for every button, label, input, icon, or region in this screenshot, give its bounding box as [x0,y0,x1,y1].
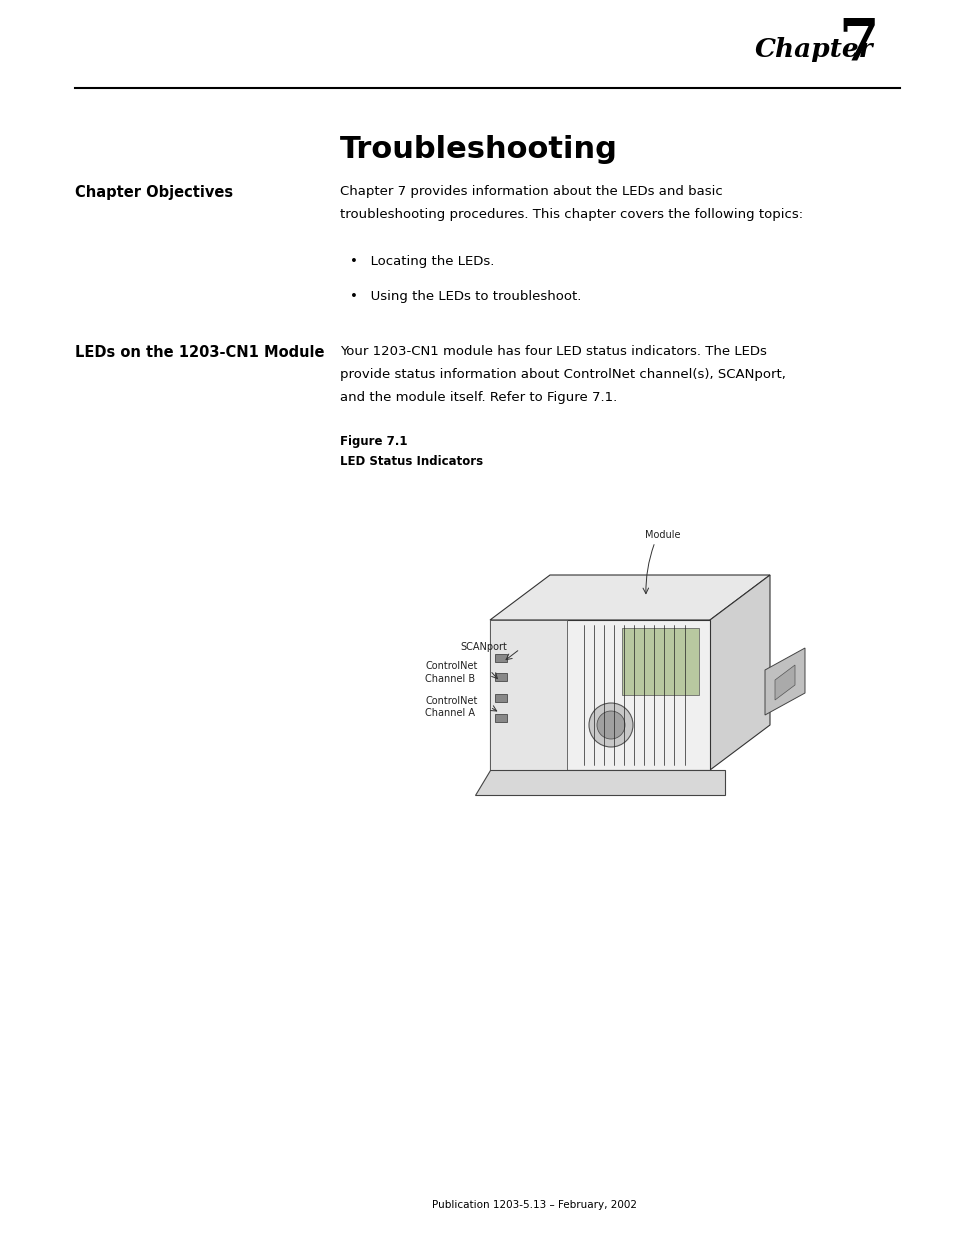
Text: SCANport: SCANport [459,642,506,652]
Bar [495,673,506,680]
Polygon shape [490,620,566,769]
Text: Figure 7.1: Figure 7.1 [339,435,407,448]
Bar [495,694,506,701]
Text: troubleshooting procedures. This chapter covers the following topics:: troubleshooting procedures. This chapter… [339,207,802,221]
Text: Chapter 7 provides information about the LEDs and basic: Chapter 7 provides information about the… [339,185,722,198]
Text: Publication 1203-5.13 – February, 2002: Publication 1203-5.13 – February, 2002 [432,1200,637,1210]
Text: 7: 7 [837,16,878,72]
Text: •   Locating the LEDs.: • Locating the LEDs. [350,254,494,268]
Polygon shape [475,769,724,795]
Bar [495,653,506,662]
Polygon shape [709,576,769,769]
Text: ControlNet
Channel B: ControlNet Channel B [424,661,476,684]
Text: provide status information about ControlNet channel(s), SCANport,: provide status information about Control… [339,368,785,382]
Text: Your 1203-CN1 module has four LED status indicators. The LEDs: Your 1203-CN1 module has four LED status… [339,345,766,358]
Polygon shape [774,664,794,700]
Polygon shape [490,620,709,769]
Text: and the module itself. Refer to Figure 7.1.: and the module itself. Refer to Figure 7… [339,391,617,404]
Text: LEDs on the 1203-CN1 Module: LEDs on the 1203-CN1 Module [75,345,324,359]
Text: ControlNet
Channel A: ControlNet Channel A [424,695,476,719]
Polygon shape [621,627,699,695]
Text: Troubleshooting: Troubleshooting [339,135,618,164]
Circle shape [597,711,624,739]
Bar [495,714,506,721]
Polygon shape [764,648,804,715]
Text: Chapter: Chapter [754,37,873,62]
Polygon shape [490,576,769,620]
Text: •   Using the LEDs to troubleshoot.: • Using the LEDs to troubleshoot. [350,290,580,303]
Circle shape [588,703,633,747]
Text: LED Status Indicators: LED Status Indicators [339,454,482,468]
Text: Module: Module [644,530,679,540]
Text: Chapter Objectives: Chapter Objectives [75,185,233,200]
